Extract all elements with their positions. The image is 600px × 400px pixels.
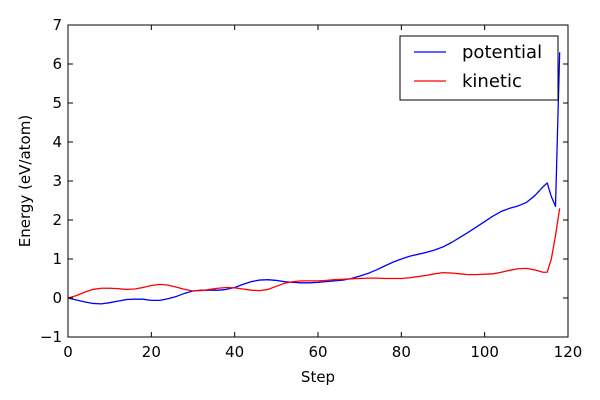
y-tick-label: 2 <box>52 211 62 229</box>
x-tick-label: 60 <box>308 343 327 361</box>
x-tick-label: 80 <box>392 343 411 361</box>
x-tick-label: 40 <box>225 343 244 361</box>
y-tick-label: 0 <box>52 289 62 307</box>
x-tick-label: 120 <box>554 343 583 361</box>
series-line-potential <box>68 52 561 305</box>
x-axis-label: Step <box>301 368 335 386</box>
y-tick-label: 6 <box>52 55 62 73</box>
x-tick-label: 100 <box>470 343 499 361</box>
legend: potential kinetic <box>399 35 559 101</box>
legend-box <box>399 35 559 101</box>
series-layer <box>68 52 561 305</box>
y-tick-label: 3 <box>52 172 62 190</box>
legend-label-potential: potential <box>462 42 542 63</box>
y-tick-label: 5 <box>52 94 62 112</box>
x-tick-label: 0 <box>63 343 73 361</box>
y-tick-label: 4 <box>52 133 62 151</box>
y-tick-label: 1 <box>52 250 62 268</box>
x-tick-label: 20 <box>142 343 161 361</box>
y-tick-label: −1 <box>40 328 62 346</box>
series-line-kinetic <box>68 208 561 299</box>
y-tick-label: 7 <box>52 16 62 34</box>
legend-label-kinetic: kinetic <box>462 71 522 92</box>
y-axis-label: Energy (eV/atom) <box>16 115 34 247</box>
